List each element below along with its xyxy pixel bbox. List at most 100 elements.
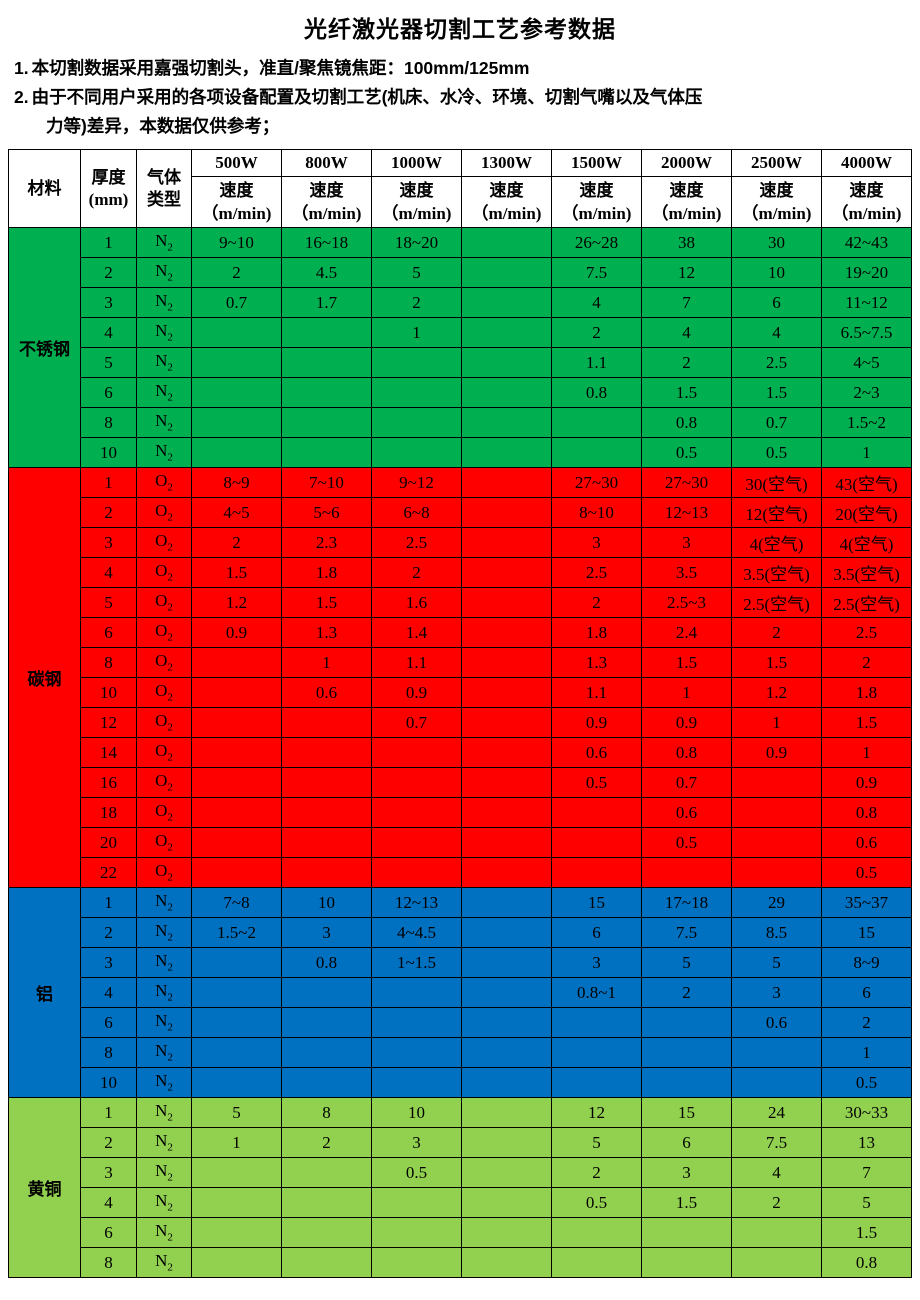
speed-cell xyxy=(281,1157,372,1188)
header-speed-2500w: 速度 （m/min) xyxy=(731,176,822,228)
speed-cell xyxy=(461,617,552,648)
speed-cell: 1.5 xyxy=(731,377,822,408)
speed-cell xyxy=(281,827,372,858)
speed-cell: 2 xyxy=(371,287,462,318)
speed-cell: 1 xyxy=(191,1127,282,1158)
speed-cell xyxy=(461,677,552,708)
speed-cell xyxy=(191,347,282,378)
gas-subscript: 2 xyxy=(167,541,173,554)
gas-subscript: 2 xyxy=(167,391,173,404)
speed-cell xyxy=(191,317,282,348)
speed-cell xyxy=(191,857,282,888)
speed-cell: 0.6 xyxy=(641,797,732,828)
speed-cell: 7~8 xyxy=(191,887,282,918)
speed-cell xyxy=(461,737,552,768)
gas-symbol: N xyxy=(155,261,168,281)
speed-cell: 0.9 xyxy=(731,737,822,768)
gas-type-cell: N2 xyxy=(136,917,192,948)
speed-cell: 0.5 xyxy=(551,1187,642,1218)
speed-cell: 30 xyxy=(731,227,822,258)
table-row: 8 O2 1 1.1 1.3 1.5 1.5 2 xyxy=(9,647,912,678)
speed-cell: 1.4 xyxy=(371,617,462,648)
header-gas-line2: 类型 xyxy=(147,189,181,209)
table-row: 4 N2 0.5 1.5 2 5 xyxy=(9,1187,912,1218)
speed-cell xyxy=(731,767,822,798)
gas-symbol: O xyxy=(155,861,168,881)
speed-cell: 0.6 xyxy=(821,827,912,858)
speed-cell: 1~1.5 xyxy=(371,947,462,978)
gas-symbol: O xyxy=(155,771,168,791)
speed-cell: 1.5 xyxy=(641,377,732,408)
speed-cell xyxy=(281,737,372,768)
speed-cell xyxy=(191,827,282,858)
speed-cell xyxy=(371,347,462,378)
speed-cell xyxy=(281,1217,372,1248)
gas-symbol: O xyxy=(155,681,168,701)
gas-subscript: 2 xyxy=(167,361,173,374)
speed-cell: 4~5 xyxy=(821,347,912,378)
gas-symbol: N xyxy=(155,321,168,341)
speed-cell: 6~8 xyxy=(371,497,462,528)
speed-cell: 3 xyxy=(281,917,372,948)
gas-symbol: N xyxy=(155,231,168,251)
speed-cell xyxy=(461,917,552,948)
speed-cell xyxy=(281,407,372,438)
thickness-cell: 5 xyxy=(80,347,137,378)
speed-cell: 0.5 xyxy=(641,827,732,858)
thickness-cell: 20 xyxy=(80,827,137,858)
speed-cell: 3.5(空气) xyxy=(821,557,912,588)
header-speed-1500w: 速度 （m/min) xyxy=(551,176,642,228)
speed-cell: 12 xyxy=(641,257,732,288)
gas-subscript: 2 xyxy=(167,751,173,764)
header-speed-500w: 速度 （m/min) xyxy=(191,176,282,228)
thickness-cell: 8 xyxy=(80,407,137,438)
thickness-cell: 18 xyxy=(80,797,137,828)
speed-cell: 3 xyxy=(641,1157,732,1188)
gas-type-cell: N2 xyxy=(136,227,192,258)
speed-cell xyxy=(461,797,552,828)
speed-cell xyxy=(281,1247,372,1278)
speed-cell: 1.5 xyxy=(821,707,912,738)
speed-cell: 1.5~2 xyxy=(821,407,912,438)
speed-cell xyxy=(371,1187,462,1218)
gas-symbol: O xyxy=(155,501,168,521)
gas-type-cell: N2 xyxy=(136,947,192,978)
table-row: 不锈钢 1 N2 9~10 16~18 18~20 26~28 38 30 42~43 xyxy=(8,227,912,468)
gas-type-cell: O2 xyxy=(136,467,192,498)
gas-symbol: O xyxy=(155,531,168,551)
speed-cell xyxy=(461,347,552,378)
speed-cell xyxy=(191,797,282,828)
speed-cell: 2 xyxy=(551,1157,642,1188)
table-row: 6 N2 0.6 2 xyxy=(9,1007,912,1038)
gas-type-cell: N2 xyxy=(136,1247,192,1278)
speed-cell: 4 xyxy=(551,287,642,318)
gas-type-cell: N2 xyxy=(136,287,192,318)
thickness-cell: 22 xyxy=(80,857,137,888)
gas-symbol: O xyxy=(155,711,168,731)
speed-cell: 42~43 xyxy=(821,227,912,258)
speed-cell xyxy=(551,1217,642,1248)
gas-type-cell: O2 xyxy=(136,707,192,738)
header-power-800w: 800W xyxy=(281,149,372,177)
speed-cell: 1.5 xyxy=(281,587,372,618)
gas-symbol: N xyxy=(155,291,168,311)
table-row: 3 N2 0.8 1~1.5 3 5 5 8~9 xyxy=(9,947,912,978)
speed-cell: 12 xyxy=(551,1097,642,1128)
speed-cell xyxy=(551,407,642,438)
speed-cell xyxy=(551,437,642,468)
speed-cell: 8~9 xyxy=(821,947,912,978)
table-row: 2 O2 4~5 5~6 6~8 8~10 12~13 12(空气) 20(空气) xyxy=(9,497,912,528)
table-row: 8 N2 0.8 0.7 1.5~2 xyxy=(9,407,912,438)
speed-cell xyxy=(551,1247,642,1278)
speed-cell xyxy=(461,1037,552,1068)
speed-cell: 2.5 xyxy=(551,557,642,588)
speed-cell: 27~30 xyxy=(641,467,732,498)
table-row: 3 N2 0.5 2 3 4 7 xyxy=(9,1157,912,1188)
table-row: 8 N2 0.8 xyxy=(9,1247,912,1278)
gas-subscript: 2 xyxy=(167,1201,173,1214)
gas-type-cell: N2 xyxy=(136,407,192,438)
gas-type-cell: N2 xyxy=(136,1097,192,1128)
speed-cell: 4 xyxy=(731,1157,822,1188)
table-row: 6 O2 0.9 1.3 1.4 1.8 2.4 2 2.5 xyxy=(9,617,912,648)
gas-type-cell: O2 xyxy=(136,647,192,678)
